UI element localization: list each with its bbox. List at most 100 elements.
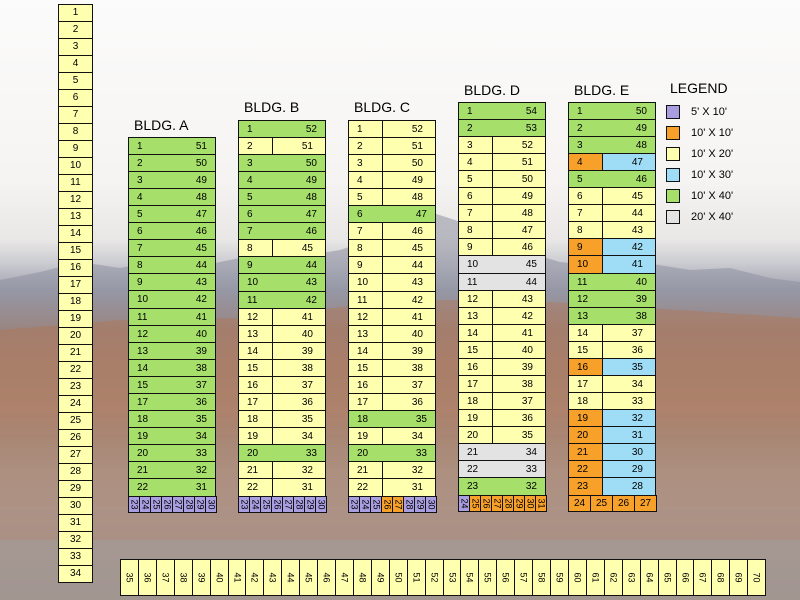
left-column-unit[interactable]: 14	[58, 225, 93, 243]
left-column-unit[interactable]: 25	[58, 412, 93, 430]
storage-unit-row[interactable]: 11 42	[238, 291, 326, 310]
left-column-unit[interactable]: 5	[58, 72, 93, 90]
storage-unit[interactable]: 50	[382, 154, 436, 173]
storage-unit[interactable]: 43	[382, 273, 436, 292]
bottom-row-unit[interactable]: 35	[120, 559, 139, 596]
bottom-row-unit[interactable]: 49	[371, 559, 390, 596]
left-column-unit[interactable]: 19	[58, 310, 93, 328]
bottom-row-unit[interactable]: 64	[640, 559, 659, 596]
storage-unit[interactable]: 22	[238, 478, 273, 497]
storage-unit-row[interactable]: 10 43	[238, 273, 326, 292]
storage-unit[interactable]: 35	[492, 426, 546, 445]
bottom-row-unit[interactable]: 52	[425, 559, 444, 596]
left-column-unit[interactable]: 17	[58, 276, 93, 294]
storage-unit[interactable]: 40	[492, 341, 546, 360]
bottom-row-unit[interactable]: 55	[478, 559, 497, 596]
storage-unit-row[interactable]: 10 45	[458, 255, 546, 274]
bottom-row-unit[interactable]: 61	[586, 559, 605, 596]
left-column-unit[interactable]: 33	[58, 548, 93, 566]
left-column-unit[interactable]: 7	[58, 106, 93, 124]
storage-unit[interactable]: 51	[272, 137, 326, 156]
bottom-row-unit[interactable]: 37	[156, 559, 175, 596]
left-column-unit[interactable]: 6	[58, 89, 93, 107]
bottom-row-unit[interactable]: 44	[281, 559, 300, 596]
bottom-row-unit[interactable]: 50	[389, 559, 408, 596]
bottom-row-unit[interactable]: 65	[658, 559, 677, 596]
bottom-row-unit[interactable]: 59	[550, 559, 569, 596]
left-column-unit[interactable]: 16	[58, 259, 93, 277]
storage-unit[interactable]: 41	[382, 308, 436, 327]
left-column-unit[interactable]: 24	[58, 395, 93, 413]
storage-unit-row[interactable]: 1 50	[568, 102, 656, 121]
bottom-row-unit[interactable]: 60	[568, 559, 587, 596]
storage-unit[interactable]: 27	[634, 495, 657, 512]
storage-unit[interactable]: 31	[535, 495, 547, 512]
bottom-row-unit[interactable]: 45	[299, 559, 318, 596]
left-column-unit[interactable]: 26	[58, 429, 93, 447]
left-column-unit[interactable]: 11	[58, 174, 93, 192]
storage-unit[interactable]: 10	[568, 255, 603, 274]
bottom-row-unit[interactable]: 67	[693, 559, 712, 596]
bottom-row-unit[interactable]: 63	[622, 559, 641, 596]
left-column-unit[interactable]: 10	[58, 157, 93, 175]
left-column-unit[interactable]: 20	[58, 327, 93, 345]
left-column-unit[interactable]: 15	[58, 242, 93, 260]
bottom-row-unit[interactable]: 62	[604, 559, 623, 596]
left-column-unit[interactable]: 8	[58, 123, 93, 141]
storage-unit[interactable]: 24	[568, 495, 591, 512]
bottom-row-unit[interactable]: 47	[335, 559, 354, 596]
storage-unit-row[interactable]: 9 43	[128, 273, 216, 292]
storage-unit-row[interactable]: 22 31	[128, 478, 216, 497]
bottom-row-unit[interactable]: 51	[407, 559, 426, 596]
storage-unit[interactable]: 40	[272, 325, 326, 344]
bottom-row-unit[interactable]: 39	[192, 559, 211, 596]
bottom-row-unit[interactable]: 69	[729, 559, 748, 596]
storage-unit[interactable]: 23	[568, 477, 603, 496]
storage-unit[interactable]: 26	[612, 495, 635, 512]
bottom-row-unit[interactable]: 42	[245, 559, 264, 596]
storage-unit[interactable]: 10	[348, 273, 383, 292]
left-column-unit[interactable]: 13	[58, 208, 93, 226]
bottom-row-unit[interactable]: 40	[210, 559, 229, 596]
left-column-unit[interactable]: 32	[58, 531, 93, 549]
storage-unit-row[interactable]: 10 42	[128, 290, 216, 309]
bottom-row-unit[interactable]: 57	[514, 559, 533, 596]
storage-unit[interactable]: 43	[602, 221, 656, 240]
bottom-row-unit[interactable]: 54	[460, 559, 479, 596]
left-column-unit[interactable]: 28	[58, 463, 93, 481]
small-storage-unit[interactable]: 30	[205, 496, 217, 513]
left-column-unit[interactable]: 3	[58, 38, 93, 56]
storage-unit[interactable]: 46	[492, 238, 546, 257]
storage-unit-row[interactable]: 5 48	[238, 188, 326, 207]
small-storage-unit[interactable]: 30	[315, 496, 327, 513]
bottom-row-unit[interactable]: 70	[747, 559, 766, 596]
left-column-unit[interactable]: 22	[58, 361, 93, 379]
left-column-unit[interactable]: 30	[58, 497, 93, 515]
left-column-unit[interactable]: 9	[58, 140, 93, 158]
left-column-unit[interactable]: 1	[58, 4, 93, 22]
storage-unit-row[interactable]: 23 32	[458, 477, 546, 496]
left-column-unit[interactable]: 29	[58, 480, 93, 498]
bottom-row-unit[interactable]: 58	[532, 559, 551, 596]
left-column-unit[interactable]: 18	[58, 293, 93, 311]
bottom-row-unit[interactable]: 68	[711, 559, 730, 596]
bottom-row-unit[interactable]: 36	[138, 559, 157, 596]
bottom-row-unit[interactable]: 38	[174, 559, 193, 596]
storage-unit-row[interactable]: 2 49	[568, 119, 656, 138]
bottom-row-unit[interactable]: 48	[353, 559, 372, 596]
storage-unit-row[interactable]: 1 54	[458, 102, 546, 121]
left-column-unit[interactable]: 12	[58, 191, 93, 209]
storage-unit-row[interactable]: 7 46	[238, 222, 326, 241]
storage-unit[interactable]: 31	[382, 478, 436, 497]
left-column-unit[interactable]: 31	[58, 514, 93, 532]
storage-unit[interactable]: 22	[348, 478, 383, 497]
left-column-unit[interactable]: 2	[58, 21, 93, 39]
storage-unit[interactable]: 28	[602, 477, 656, 496]
left-column-unit[interactable]: 34	[58, 565, 93, 583]
storage-unit[interactable]: 25	[590, 495, 613, 512]
left-column-unit[interactable]: 21	[58, 344, 93, 362]
bottom-row-unit[interactable]: 43	[263, 559, 282, 596]
bottom-row-unit[interactable]: 56	[496, 559, 515, 596]
left-column-unit[interactable]: 4	[58, 55, 93, 73]
small-storage-unit[interactable]: 30	[425, 496, 437, 513]
